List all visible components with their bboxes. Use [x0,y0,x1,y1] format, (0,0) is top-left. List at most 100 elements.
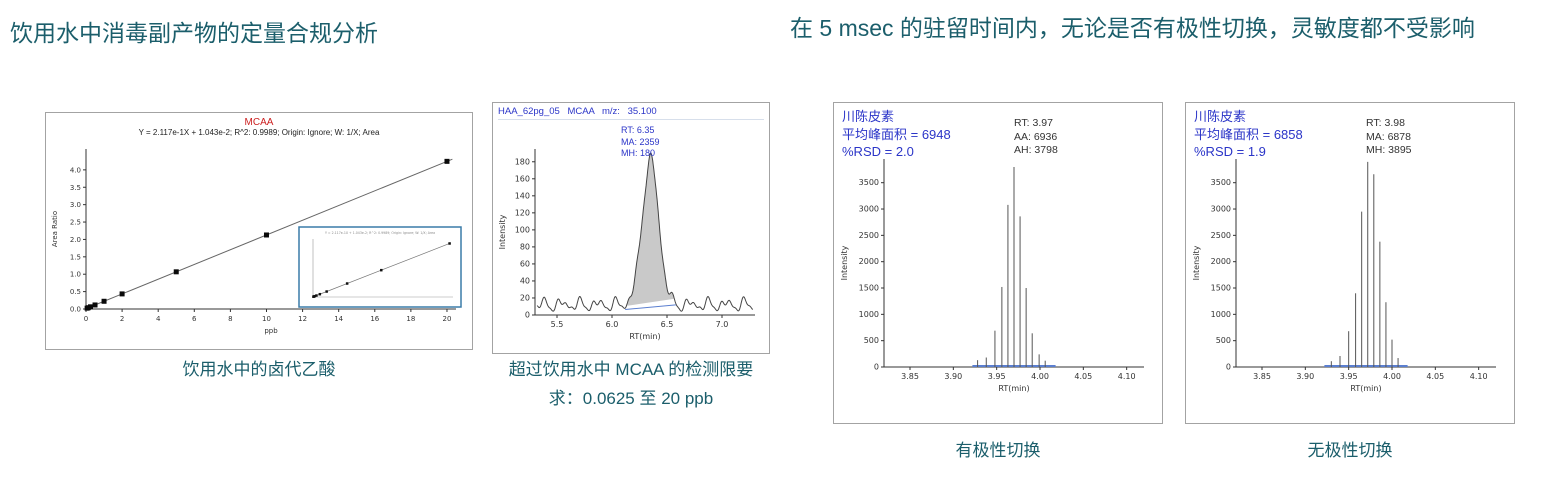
polarity-on-label: 川陈皮素 平均峰面积 = 6948 %RSD = 2.0 [842,108,951,161]
svg-text:5.5: 5.5 [551,320,564,329]
svg-text:7.0: 7.0 [716,320,729,329]
svg-text:RT(min): RT(min) [629,332,660,341]
annotation-aa: AA: 6936 [1014,130,1058,143]
mean-peak-area: 平均峰面积 = 6948 [842,126,951,142]
svg-text:0: 0 [525,311,530,320]
svg-text:2.5: 2.5 [70,219,81,227]
svg-text:10: 10 [262,315,271,323]
svg-text:60: 60 [520,259,530,268]
svg-text:2: 2 [120,315,124,323]
polarity-off-panel: 川陈皮素 平均峰面积 = 6858 %RSD = 1.9 RT: 3.98 MA… [1185,102,1515,424]
polarity-off-label: 川陈皮素 平均峰面积 = 6858 %RSD = 1.9 [1194,108,1303,161]
svg-text:3500: 3500 [1211,178,1231,187]
svg-text:140: 140 [515,191,530,200]
svg-text:ppb: ppb [264,327,278,335]
annotation-mh: MH: 3895 [1366,144,1412,157]
mcaa-chromatogram-header: HAA_62pg_05 MCAA m/z: 35.100 [498,106,764,120]
compound-name: 川陈皮素 [1194,109,1247,124]
svg-text:Y = 2.117e-1X + 1.043e-2; R^2:: Y = 2.117e-1X + 1.043e-2; R^2: 0.9989; O… [325,231,435,235]
polarity-on-annotation: RT: 3.97 AA: 6936 AH: 3798 [1014,117,1058,158]
svg-text:1.0: 1.0 [70,271,81,279]
annotation-rt: RT: 3.97 [1014,117,1053,129]
svg-text:4.10: 4.10 [1118,372,1136,381]
svg-text:6: 6 [192,315,197,323]
svg-text:4.00: 4.00 [1383,372,1401,381]
annotation-ma: MA: 2359 [621,136,660,147]
svg-text:14: 14 [334,315,343,323]
svg-text:6.0: 6.0 [606,320,619,329]
svg-text:Intensity: Intensity [498,214,507,249]
annotation-rt: RT: 6.35 [621,125,655,135]
svg-text:1000: 1000 [859,310,879,319]
calibration-caption: 饮用水中的卤代乙酸 [182,360,336,379]
calibration-equation: Y = 2.117e-1X + 1.043e-2; R^2: 0.9989; O… [138,128,380,137]
svg-text:0: 0 [1226,363,1231,372]
svg-text:RT(min): RT(min) [998,384,1029,393]
svg-text:80: 80 [520,242,530,251]
annotation-ah: AH: 3798 [1014,144,1058,157]
svg-text:Area Ratio: Area Ratio [51,211,59,247]
svg-text:180: 180 [515,157,530,166]
svg-text:16: 16 [370,315,379,323]
svg-text:4.00: 4.00 [1031,372,1049,381]
mcaa-caption: 超过饮用水中 MCAA 的检测限要 求：0.0625 至 20 ppb [461,356,801,414]
svg-text:0.5: 0.5 [70,288,81,296]
svg-text:100: 100 [515,225,530,234]
svg-text:RT(min): RT(min) [1350,384,1381,393]
polarity-on-plot: 0 500 1000 1500 2000 2500 3000 3500 3.85 3.90 3.95… [840,159,1144,393]
svg-text:20: 20 [443,315,452,323]
svg-text:18: 18 [406,315,415,323]
svg-text:0.0: 0.0 [70,306,81,314]
svg-text:4.05: 4.05 [1074,372,1092,381]
svg-text:0: 0 [84,315,88,323]
svg-text:2000: 2000 [1211,257,1231,266]
svg-text:3000: 3000 [859,205,879,214]
calibration-compound-title: MCAA [244,117,274,128]
svg-text:2500: 2500 [859,231,879,240]
svg-text:3000: 3000 [1211,205,1231,214]
rsd-value: %RSD = 1.9 [1194,144,1266,160]
calibration-plot: 0.0 0.5 1.0 1.5 2.0 2.5 3.0 3.5 4.0 0 2 4 6 8 10 12 14 16… [51,149,462,335]
svg-text:20: 20 [520,293,530,302]
mcaa-chromatogram-plot: 0 20 40 60 80 100 120 140 160 180 5.5 6.0 6.5 7.0 RT(m… [498,149,755,341]
svg-text:3.95: 3.95 [988,372,1006,381]
svg-text:4.05: 4.05 [1426,372,1444,381]
svg-text:3.90: 3.90 [944,372,962,381]
svg-text:4.10: 4.10 [1470,372,1488,381]
polarity-on-panel: 川陈皮素 平均峰面积 = 6948 %RSD = 2.0 RT: 3.97 AA… [833,102,1163,424]
annotation-mh: MH: 180 [621,148,656,159]
svg-text:40: 40 [520,276,530,285]
svg-text:3.90: 3.90 [1296,372,1314,381]
svg-text:2.0: 2.0 [70,236,81,244]
svg-text:3500: 3500 [859,178,879,187]
svg-text:4: 4 [156,315,161,323]
svg-text:120: 120 [515,208,530,217]
svg-text:1.5: 1.5 [70,253,81,261]
rsd-value: %RSD = 2.0 [842,144,914,160]
polarity-off-plot: 0 500 1000 1500 2000 2500 3000 3500 3.85 3.90 3.95… [1192,159,1496,393]
svg-text:8: 8 [228,315,232,323]
svg-text:Intensity: Intensity [1192,245,1201,280]
svg-text:1000: 1000 [1211,310,1231,319]
svg-text:3.85: 3.85 [1253,372,1271,381]
mcaa-peak-annotation: RT: 6.35 MA: 2359 MH: 180 [621,125,660,160]
svg-text:3.0: 3.0 [70,201,81,209]
annotation-ma: MA: 6878 [1366,130,1411,143]
mcaa-caption-line2: 求：0.0625 至 20 ppb [548,388,714,408]
svg-text:3.95: 3.95 [1340,372,1358,381]
annotation-rt: RT: 3.98 [1366,117,1405,129]
svg-text:3.5: 3.5 [70,184,81,192]
mcaa-caption-line1: 超过饮用水中 MCAA 的检测限要 [508,360,754,379]
polarity-on-caption: 有极性切换 [955,441,1041,460]
svg-text:160: 160 [515,174,530,183]
svg-text:500: 500 [864,336,879,345]
mean-peak-area: 平均峰面积 = 6858 [1194,126,1303,142]
svg-text:Intensity: Intensity [840,245,849,280]
svg-text:2000: 2000 [859,257,879,266]
svg-text:0: 0 [874,363,879,372]
svg-text:6.5: 6.5 [661,320,674,329]
polarity-off-annotation: RT: 3.98 MA: 6878 MH: 3895 [1366,117,1412,158]
calibration-panel: MCAA Y = 2.117e-1X + 1.043e-2; R^2: 0.99… [45,112,473,350]
compound-name: 川陈皮素 [842,109,895,124]
